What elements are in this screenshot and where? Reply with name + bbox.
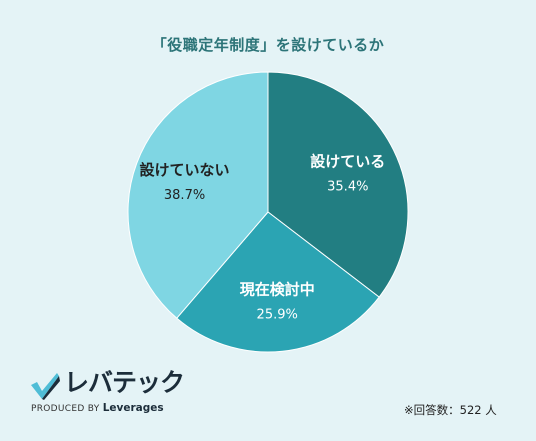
logo-wordmark: レバテック [64, 368, 185, 397]
respondent-count-note: ※回答数：522 人 [404, 403, 497, 417]
pie-slices [127, 71, 409, 353]
logo-tagline-brand: Leverages [102, 402, 164, 414]
levtech-logo: レバテック PRODUCED BY Leverages [30, 368, 190, 421]
pie-slice-3 [127, 71, 269, 319]
checkmark-logo-icon [31, 373, 60, 400]
slice-value-label-1: 35.4% [327, 180, 368, 195]
pie-slice-2 [176, 211, 380, 353]
logo-tagline-prefix: PRODUCED BY [31, 404, 100, 414]
slice-label-1: 設けている [310, 153, 385, 171]
slice-label-2: 現在検討中 [240, 281, 315, 299]
pie-slice-1 [267, 71, 409, 298]
slice-label-3: 設けていない [140, 161, 230, 179]
pie-labels: 設けている 35.4% 現在検討中 25.9% 設けていない 38.7% [140, 153, 386, 323]
chart-title: 「役職定年制度」を設けているか [151, 36, 385, 54]
logo-tagline: PRODUCED BY Leverages [31, 403, 164, 414]
slice-value-label-3: 38.7% [164, 188, 205, 203]
slice-value-label-2: 25.9% [257, 308, 298, 323]
